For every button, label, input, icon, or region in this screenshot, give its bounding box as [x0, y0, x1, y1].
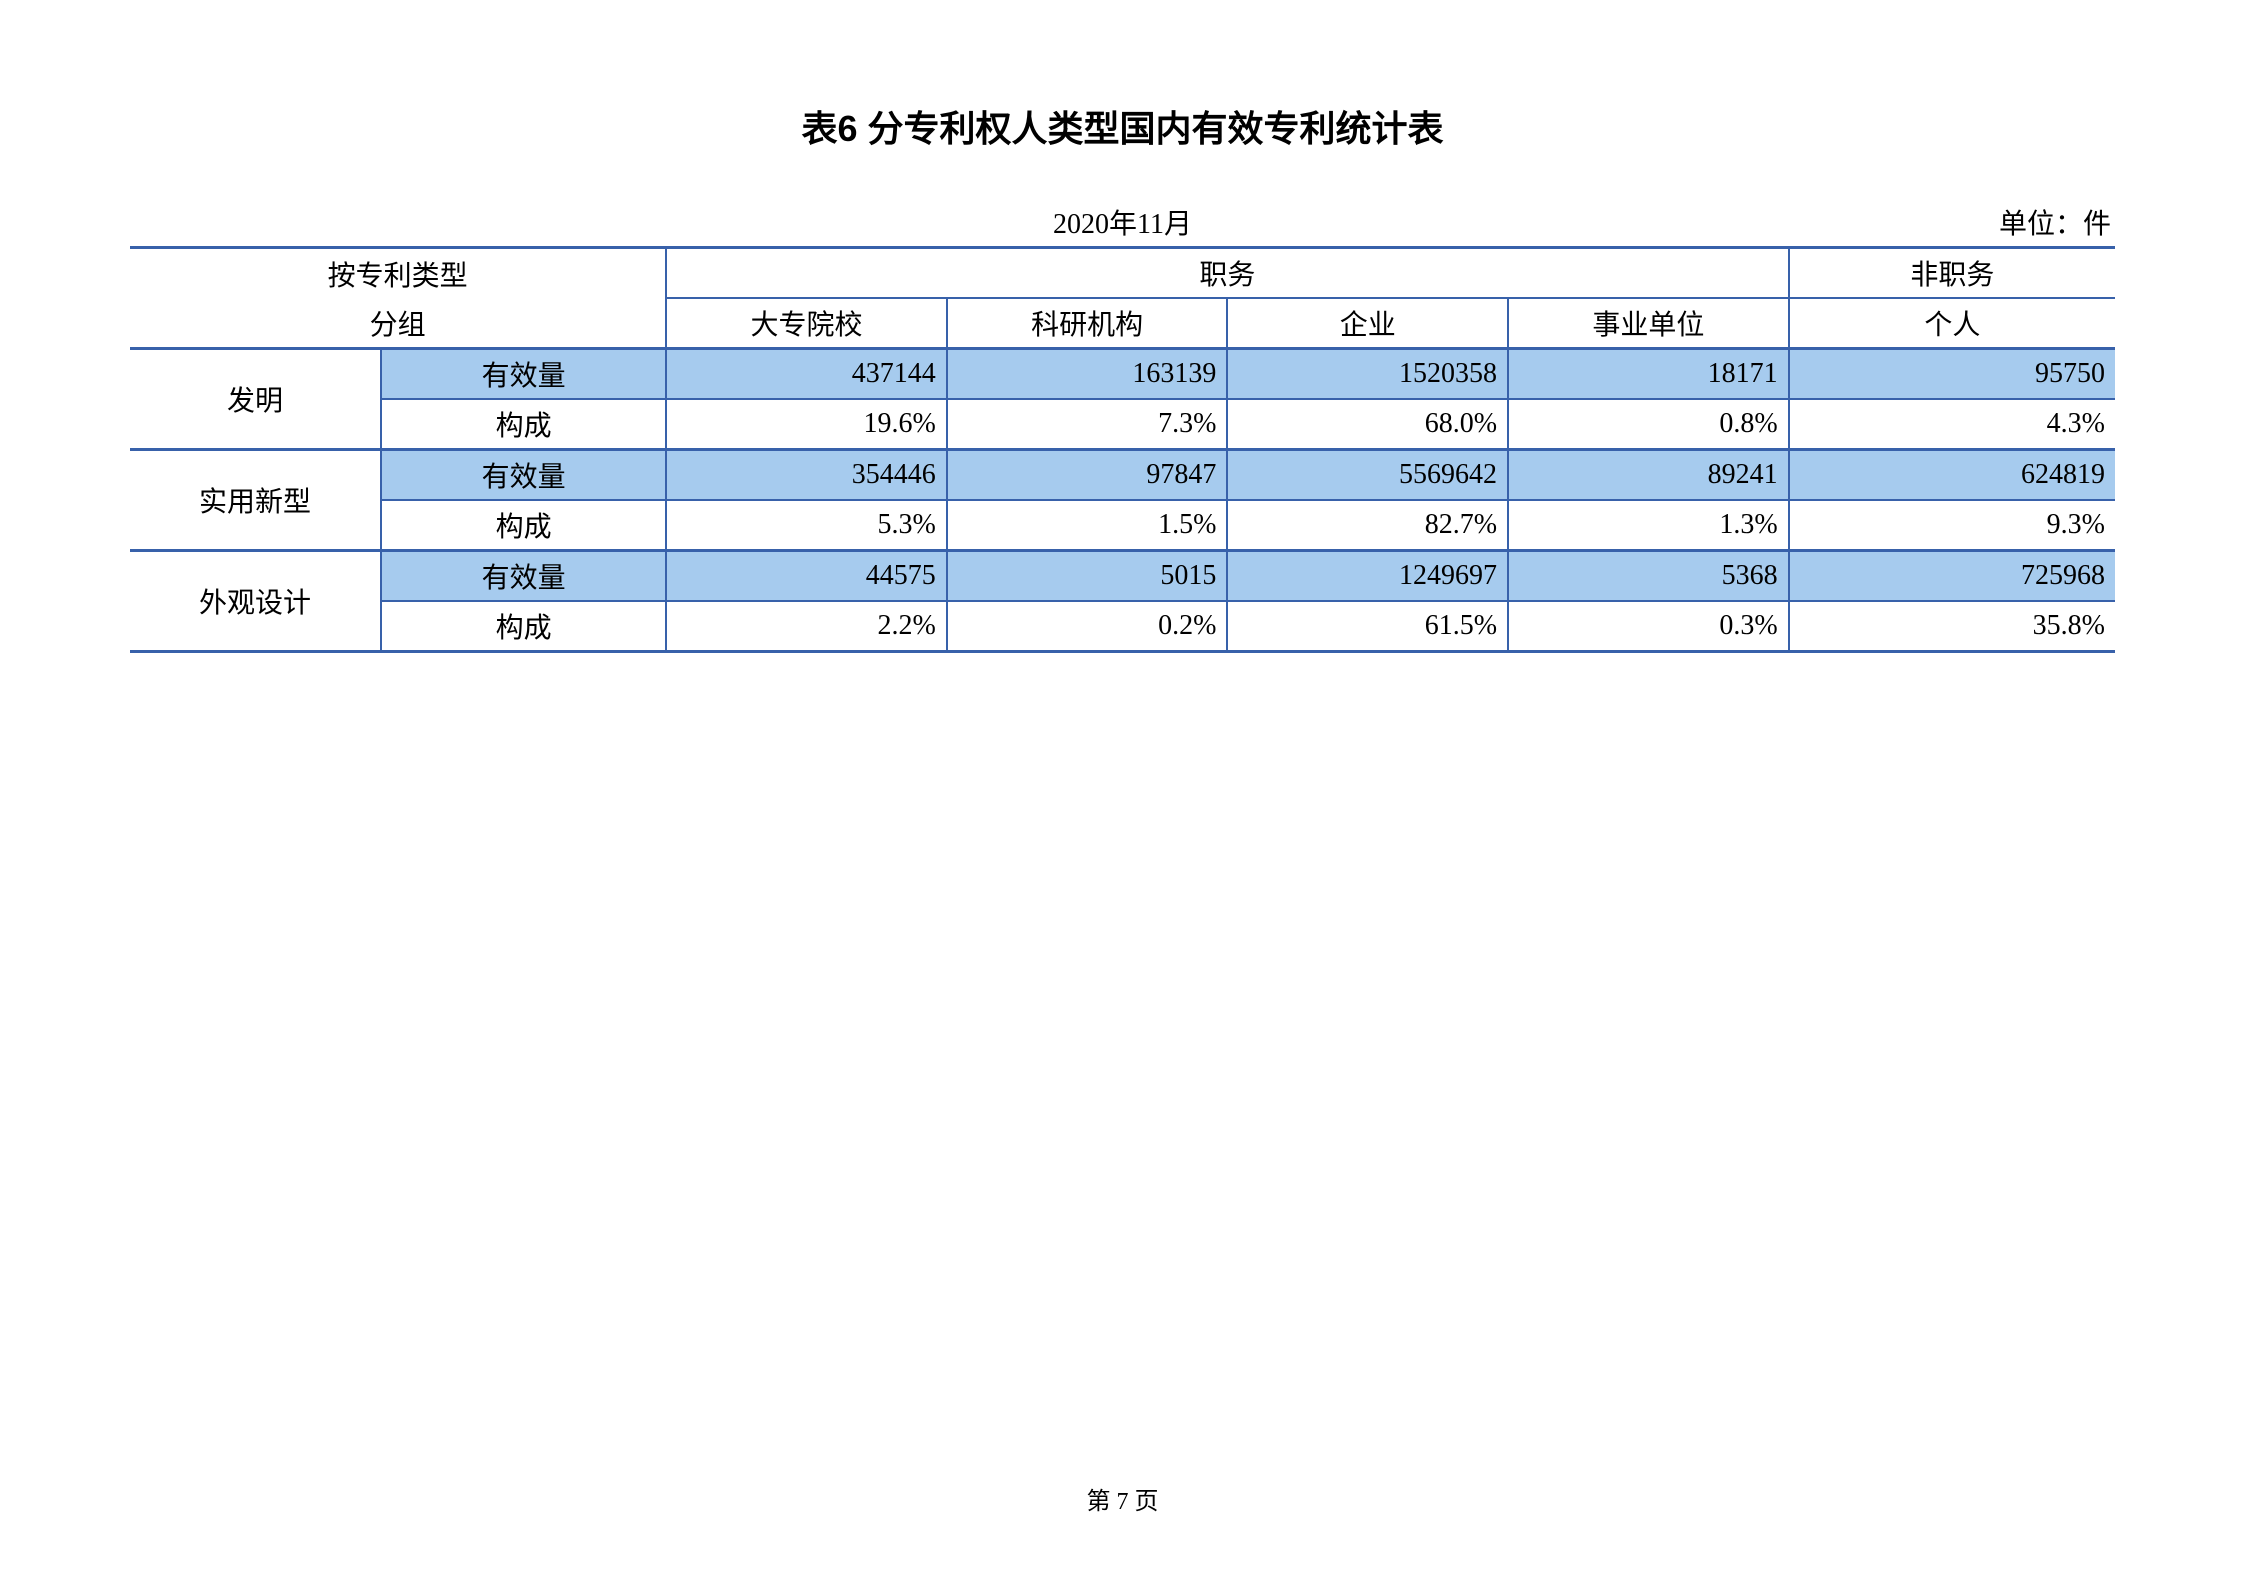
row-group-label: 发明 — [130, 349, 381, 450]
data-cell: 95750 — [1789, 349, 2115, 400]
data-cell: 5015 — [947, 551, 1228, 602]
data-cell: 4.3% — [1789, 399, 2115, 450]
data-cell: 1520358 — [1227, 349, 1508, 400]
hdr-duty: 职务 — [666, 248, 1789, 299]
data-cell: 1.3% — [1508, 500, 1789, 551]
data-cell: 18171 — [1508, 349, 1789, 400]
data-cell: 1.5% — [947, 500, 1228, 551]
data-cell: 5569642 — [1227, 450, 1508, 501]
table-title: 表6 分专利权人类型国内有效专利统计表 — [130, 100, 2115, 152]
table-row: 外观设计有效量44575501512496975368725968 — [130, 551, 2115, 602]
metric-label: 构成 — [381, 500, 666, 551]
row-group-label: 实用新型 — [130, 450, 381, 551]
data-cell: 163139 — [947, 349, 1228, 400]
metric-label: 构成 — [381, 601, 666, 652]
data-cell: 68.0% — [1227, 399, 1508, 450]
table-row: 发明有效量43714416313915203581817195750 — [130, 349, 2115, 400]
hdr-col-3: 事业单位 — [1508, 298, 1789, 349]
metric-label: 构成 — [381, 399, 666, 450]
data-cell: 354446 — [666, 450, 947, 501]
data-cell: 5.3% — [666, 500, 947, 551]
table-row: 实用新型有效量35444697847556964289241624819 — [130, 450, 2115, 501]
data-cell: 2.2% — [666, 601, 947, 652]
data-cell: 19.6% — [666, 399, 947, 450]
hdr-col-1: 科研机构 — [947, 298, 1228, 349]
table-head: 按专利类型 职务 非职务 分组 大专院校 科研机构 企业 事业单位 个人 — [130, 248, 2115, 349]
hdr-nonduty: 非职务 — [1789, 248, 2115, 299]
data-cell: 0.3% — [1508, 601, 1789, 652]
table-row: 构成5.3%1.5%82.7%1.3%9.3% — [130, 500, 2115, 551]
table-body: 发明有效量43714416313915203581817195750构成19.6… — [130, 349, 2115, 652]
row-group-label: 外观设计 — [130, 551, 381, 652]
data-cell: 97847 — [947, 450, 1228, 501]
page-footer: 第 7 页 — [0, 1481, 2245, 1516]
data-cell: 61.5% — [1227, 601, 1508, 652]
metric-label: 有效量 — [381, 450, 666, 501]
data-cell: 624819 — [1789, 450, 2115, 501]
meta-date: 2020年11月 — [1053, 202, 1192, 242]
data-cell: 0.2% — [947, 601, 1228, 652]
hdr-col-2: 企业 — [1227, 298, 1508, 349]
patent-stats-table: 按专利类型 职务 非职务 分组 大专院校 科研机构 企业 事业单位 个人 发明有… — [130, 246, 2115, 653]
data-cell: 44575 — [666, 551, 947, 602]
data-cell: 9.3% — [1789, 500, 2115, 551]
data-cell: 7.3% — [947, 399, 1228, 450]
data-cell: 437144 — [666, 349, 947, 400]
data-cell: 725968 — [1789, 551, 2115, 602]
table-row: 构成19.6%7.3%68.0%0.8%4.3% — [130, 399, 2115, 450]
table-row: 构成2.2%0.2%61.5%0.3%35.8% — [130, 601, 2115, 652]
metric-label: 有效量 — [381, 551, 666, 602]
hdr-col-0: 大专院校 — [666, 298, 947, 349]
data-cell: 5368 — [1508, 551, 1789, 602]
data-cell: 1249697 — [1227, 551, 1508, 602]
data-cell: 0.8% — [1508, 399, 1789, 450]
data-cell: 35.8% — [1789, 601, 2115, 652]
data-cell: 82.7% — [1227, 500, 1508, 551]
hdr-col-4: 个人 — [1789, 298, 2115, 349]
metric-label: 有效量 — [381, 349, 666, 400]
meta-row: 2020年11月 单位：件 — [130, 202, 2115, 242]
data-cell: 89241 — [1508, 450, 1789, 501]
meta-unit: 单位：件 — [1999, 202, 2111, 242]
hdr-group-by-bottom: 分组 — [130, 298, 666, 349]
hdr-group-by-top: 按专利类型 — [130, 248, 666, 299]
